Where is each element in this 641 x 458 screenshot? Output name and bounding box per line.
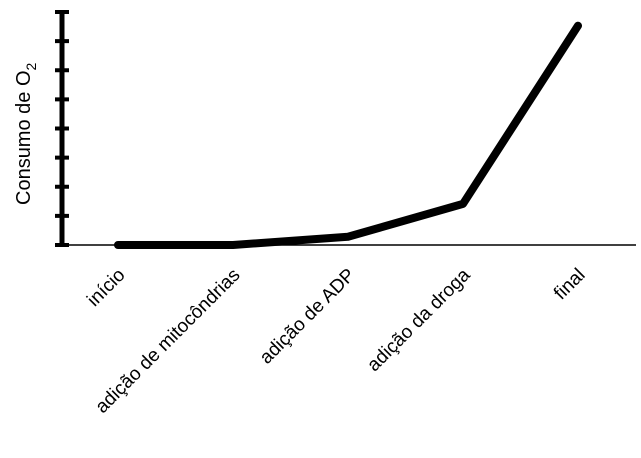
x-tick-label: adição de ADP xyxy=(256,265,360,369)
y-axis-label-text: Consumo de O xyxy=(13,70,35,205)
x-tick-label: adição da droga xyxy=(363,264,475,376)
y-axis-label: Consumo de O2 xyxy=(13,62,39,205)
x-tick-label: final xyxy=(550,265,589,304)
series-line xyxy=(118,26,578,245)
series-group xyxy=(118,26,578,245)
y-axis-label-subscript: 2 xyxy=(23,62,39,70)
x-tick-label: início xyxy=(83,265,129,311)
y-axis xyxy=(55,12,69,245)
